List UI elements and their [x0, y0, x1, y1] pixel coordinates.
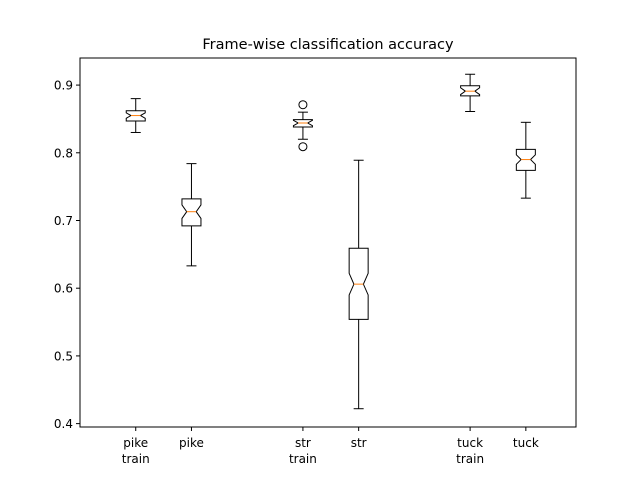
axes-frame	[79, 57, 577, 428]
y-tick-label: 0.5	[54, 349, 73, 363]
notched-box	[181, 198, 202, 227]
x-tick-label: train	[122, 452, 150, 466]
x-tick-label: pike	[123, 436, 148, 450]
flier-point	[298, 100, 308, 110]
plot-area: 0.4 0.5 0.6 0.7 0.8 0.9 pike train pike str train s…	[54, 73, 539, 466]
y-tick-label: 0.7	[54, 214, 73, 228]
x-tick-label: tuck	[457, 436, 483, 450]
x-tick-label: pike	[179, 436, 204, 450]
y-tick-label: 0.4	[54, 417, 73, 431]
x-tick-label: str	[295, 436, 311, 450]
x-tick-label: train	[456, 452, 484, 466]
x-tick-label: tuck	[513, 436, 539, 450]
x-tick-label: train	[289, 452, 317, 466]
y-tick-label: 0.6	[54, 282, 73, 296]
y-tick-label: 0.9	[54, 79, 73, 93]
chart-title: Frame-wise classification accuracy	[202, 37, 454, 53]
flier-point	[298, 142, 308, 152]
x-tick-label: str	[351, 436, 367, 450]
y-tick-label: 0.8	[54, 146, 73, 160]
